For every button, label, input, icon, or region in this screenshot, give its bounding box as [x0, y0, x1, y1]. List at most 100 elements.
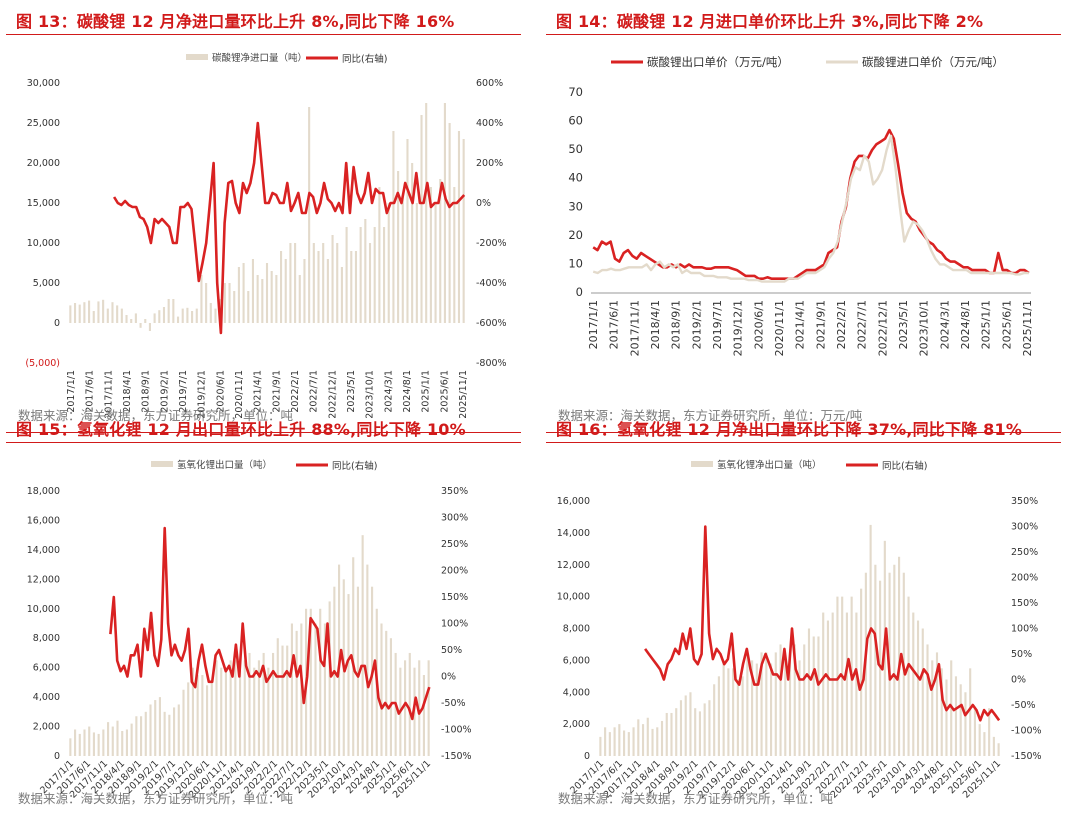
y-tick-label-right: 300% — [1011, 522, 1038, 533]
title-rule — [546, 442, 1061, 443]
bar — [92, 732, 95, 756]
y-tick-label-right: 300% — [441, 513, 468, 524]
legend-label: 同比(右轴) — [882, 460, 927, 472]
y-tick-label-left: 50 — [568, 142, 583, 156]
bar — [256, 275, 259, 323]
bar — [411, 163, 414, 323]
bar — [336, 243, 339, 323]
bar — [383, 227, 386, 323]
chart-source: 数据来源：海关数据，东方证券研究所，单位：吨 — [18, 791, 294, 806]
bar — [907, 596, 910, 756]
bar — [276, 638, 279, 756]
y-tick-label-right: -200% — [476, 238, 507, 249]
y-tick-label-left: 12,000 — [557, 560, 590, 571]
x-tick-label: 2018/4/1 — [649, 300, 662, 349]
chart-panel-1: 图 13：碳酸锂 12 月净进口量环比上升 8%,同比下降 16% 碳酸锂净进口… — [6, 0, 526, 433]
bar — [713, 684, 716, 756]
bar — [978, 724, 981, 756]
bar — [191, 667, 194, 756]
y-tick-label-right: -150% — [441, 751, 472, 762]
y-tick-label-left: 2,000 — [33, 722, 60, 733]
y-tick-label-left: 12,000 — [27, 574, 60, 585]
bar — [130, 723, 133, 756]
bar — [439, 179, 442, 323]
bar — [144, 711, 147, 756]
bar — [921, 628, 924, 756]
legend-label: 同比(右轴) — [332, 460, 377, 472]
bar — [727, 668, 730, 756]
bar — [177, 704, 180, 756]
bar — [703, 703, 706, 756]
bar — [350, 251, 353, 323]
bar — [78, 733, 81, 756]
chart-panel-3: 图 15：氢氧化锂 12 月出口量环比上升 88%,同比下降 10% 氢氧化锂出… — [6, 408, 526, 816]
bar — [233, 291, 236, 323]
bar — [248, 652, 251, 756]
bar — [106, 308, 109, 323]
y-tick-label-left: 10,000 — [27, 604, 60, 615]
y-tick-label-left: 70 — [568, 85, 583, 99]
bar — [347, 594, 350, 756]
legend-label: 同比(右轴) — [342, 53, 387, 65]
x-tick-label: 2021/9/1 — [814, 300, 827, 349]
y-tick-label-left: 20,000 — [27, 158, 60, 169]
bar — [732, 668, 735, 756]
bar — [209, 303, 212, 323]
x-tick-label: 2025/11/1 — [458, 370, 469, 419]
x-tick-label: 2017/6/1 — [608, 300, 621, 349]
bar — [897, 556, 901, 756]
bar — [286, 645, 289, 756]
bottom-rule — [6, 432, 521, 433]
bar — [242, 263, 245, 323]
bar — [298, 275, 301, 323]
bar — [959, 684, 962, 756]
bar — [243, 660, 246, 756]
bar — [294, 243, 297, 323]
bar — [741, 676, 744, 756]
bar — [826, 620, 830, 756]
legend-swatch-bar — [186, 54, 208, 60]
x-tick-label: 2024/3/1 — [383, 370, 394, 413]
y-tick-label-left: 10,000 — [557, 592, 590, 603]
x-tick-label: 2017/11/1 — [628, 300, 641, 356]
bar — [210, 682, 213, 756]
bar — [670, 712, 673, 756]
bar — [272, 652, 275, 756]
y-tick-label-left: 30 — [568, 199, 583, 213]
chart-title: 图 13：碳酸锂 12 月净进口量环比上升 8%,同比下降 16% — [16, 12, 455, 31]
y-tick-label-left: 0 — [54, 318, 60, 329]
bar — [182, 689, 185, 756]
y-tick-label-left: 4,000 — [563, 687, 590, 698]
bar — [373, 227, 376, 323]
bar — [408, 652, 411, 756]
legend-label: 碳酸锂进口单价（万元/吨） — [862, 55, 1004, 69]
y-tick-label-right: 50% — [441, 645, 462, 656]
y-tick-label-left: 18,000 — [27, 486, 60, 497]
bar — [121, 730, 124, 756]
bar — [429, 187, 432, 323]
x-tick-label: 2023/10/1 — [365, 370, 376, 419]
chart-title: 图 14：碳酸锂 12 月进口单价环比上升 3%,同比下降 2% — [556, 12, 984, 31]
legend-item: 同比(右轴) — [846, 460, 927, 472]
legend-item: 碳酸锂出口单价（万元/吨） — [611, 55, 789, 69]
y-tick-label-left: 40 — [568, 171, 583, 185]
bar — [234, 660, 237, 756]
chart-svg: 氢氧化锂出口量（吨） 同比(右轴) 0 2,000 4,000 6,000 8,000 10,… — [27, 459, 472, 801]
bar — [345, 227, 348, 323]
bar — [916, 620, 920, 756]
bar — [154, 700, 157, 756]
bar — [295, 630, 298, 756]
x-tick-label: 2017/1/1 — [587, 300, 600, 349]
y-tick-label-right: -100% — [441, 725, 472, 736]
y-tick-label-right: 250% — [441, 539, 468, 550]
bar — [364, 219, 367, 323]
x-tick-label: 2019/7/1 — [178, 370, 189, 413]
bar — [237, 267, 240, 323]
bar — [940, 668, 943, 756]
bar — [736, 679, 739, 756]
x-tick-label: 2022/12/1 — [327, 370, 338, 419]
y-tick-label-left: 14,000 — [557, 528, 590, 539]
bottom-rule — [546, 432, 1061, 433]
bar — [69, 738, 72, 756]
bar — [803, 644, 806, 756]
